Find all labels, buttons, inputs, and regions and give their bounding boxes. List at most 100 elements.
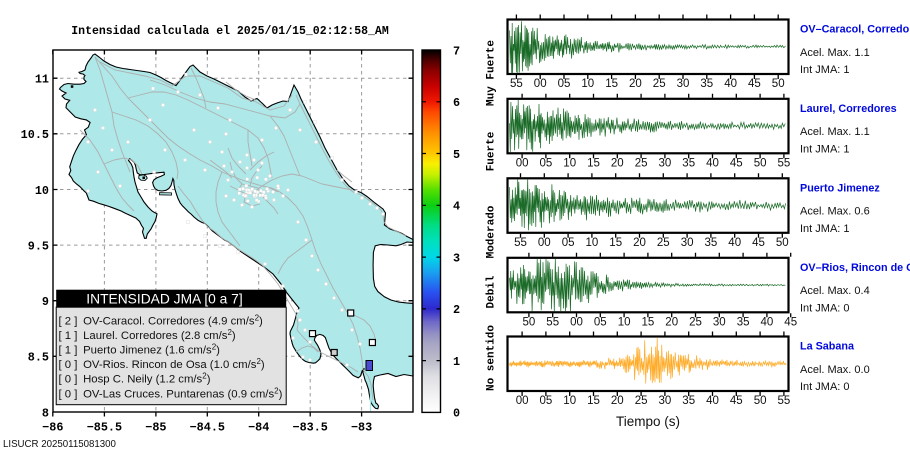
svg-text:05: 05	[540, 395, 553, 407]
svg-text:40: 40	[728, 237, 741, 249]
svg-text:10: 10	[563, 158, 576, 170]
svg-text:1: 1	[453, 355, 460, 369]
svg-text:20: 20	[611, 395, 624, 407]
svg-text:No sentido: No sentido	[486, 325, 498, 391]
svg-text:40: 40	[724, 78, 737, 90]
svg-text:45: 45	[784, 317, 797, 329]
svg-text:Acel. Max. 0.6: Acel. Max. 0.6	[800, 206, 870, 218]
svg-text:Int JMA: 1: Int JMA: 1	[800, 143, 850, 155]
svg-text:30: 30	[713, 317, 726, 329]
svg-text:45: 45	[752, 237, 765, 249]
svg-text:55: 55	[778, 395, 791, 407]
svg-text:−84.5: −84.5	[190, 420, 225, 434]
svg-text:30: 30	[659, 158, 672, 170]
svg-text:−85: −85	[145, 420, 166, 434]
svg-text:35: 35	[700, 78, 713, 90]
svg-text:10: 10	[581, 78, 594, 90]
svg-text:9.5: 9.5	[28, 239, 49, 253]
svg-text:2: 2	[453, 303, 460, 317]
svg-text:55: 55	[510, 78, 523, 90]
svg-text:3: 3	[453, 251, 460, 265]
svg-text:55: 55	[778, 158, 791, 170]
svg-text:40: 40	[706, 158, 719, 170]
svg-text:6: 6	[453, 96, 460, 110]
svg-text:15: 15	[587, 158, 600, 170]
svg-text:15: 15	[642, 317, 655, 329]
svg-text:50: 50	[523, 317, 536, 329]
svg-text:−83.5: −83.5	[292, 420, 327, 434]
svg-text:05: 05	[562, 237, 575, 249]
svg-text:20: 20	[629, 78, 642, 90]
svg-text:00: 00	[538, 237, 551, 249]
svg-text:40: 40	[761, 317, 774, 329]
svg-text:50: 50	[754, 158, 767, 170]
svg-text:INTENSIDAD JMA [0 a 7]: INTENSIDAD JMA [0 a 7]	[86, 292, 242, 307]
svg-text:10: 10	[563, 395, 576, 407]
svg-text:30: 30	[677, 78, 690, 90]
svg-text:05: 05	[558, 78, 571, 90]
svg-text:Acel. Max. 0.0: Acel. Max. 0.0	[800, 364, 870, 376]
svg-text:Fuerte: Fuerte	[486, 131, 498, 171]
svg-text:45: 45	[748, 78, 761, 90]
svg-text:30: 30	[681, 237, 694, 249]
svg-text:LISUCR 20250115081300: LISUCR 20250115081300	[3, 439, 117, 450]
svg-text:8.5: 8.5	[28, 351, 49, 365]
svg-text:50: 50	[754, 395, 767, 407]
svg-text:10: 10	[35, 184, 49, 198]
svg-text:20: 20	[665, 317, 678, 329]
svg-text:25: 25	[635, 158, 648, 170]
svg-text:55: 55	[546, 317, 559, 329]
svg-text:40: 40	[706, 395, 719, 407]
svg-text:00: 00	[570, 317, 583, 329]
svg-text:25: 25	[635, 395, 648, 407]
svg-text:25: 25	[653, 78, 666, 90]
svg-text:−83: −83	[351, 420, 372, 434]
svg-text:−85.5: −85.5	[87, 420, 122, 434]
svg-text:25: 25	[657, 237, 670, 249]
svg-text:45: 45	[730, 395, 743, 407]
svg-text:Muy Fuerte: Muy Fuerte	[486, 40, 498, 106]
svg-text:20: 20	[633, 237, 646, 249]
svg-text:0: 0	[453, 407, 460, 421]
svg-text:35: 35	[705, 237, 718, 249]
svg-text:[ 2 ] OV-Caracol. Corredores (: [ 2 ] OV-Caracol. Corredores (4.9 cm/s2)	[59, 314, 264, 328]
svg-text:11: 11	[35, 73, 49, 87]
svg-text:Acel. Max. 1.1: Acel. Max. 1.1	[800, 126, 870, 138]
svg-text:10.5: 10.5	[21, 128, 49, 142]
svg-text:05: 05	[594, 317, 607, 329]
svg-text:Acel. Max. 0.4: Acel. Max. 0.4	[800, 285, 870, 297]
svg-text:25: 25	[689, 317, 702, 329]
svg-text:Laurel, Corredores: Laurel, Corredores	[800, 103, 897, 115]
svg-text:OV–Rios, Rincon de Osa: OV–Rios, Rincon de Osa	[800, 262, 910, 274]
svg-text:OV–Caracol, Corredores: OV–Caracol, Corredores	[800, 24, 910, 36]
svg-text:[ 1 ] Laurel. Corredores (2.8: [ 1 ] Laurel. Corredores (2.8 cm/s2)	[59, 328, 236, 342]
svg-text:00: 00	[534, 78, 547, 90]
svg-text:45: 45	[730, 158, 743, 170]
svg-text:Intensidad calculada el 2025/0: Intensidad calculada el 2025/01/15_02:12…	[71, 25, 389, 38]
svg-text:[ 1 ] Puerto Jimenez (1.6 cm/s: [ 1 ] Puerto Jimenez (1.6 cm/s2)	[59, 343, 221, 357]
svg-text:−86: −86	[42, 420, 63, 434]
svg-text:50: 50	[776, 237, 789, 249]
svg-text:8: 8	[42, 406, 49, 420]
svg-text:Tiempo (s): Tiempo (s)	[616, 414, 680, 429]
svg-text:15: 15	[587, 395, 600, 407]
svg-text:05: 05	[540, 158, 553, 170]
svg-text:9: 9	[42, 295, 49, 309]
svg-text:[ 0 ] OV-Rios. Rincon de Osa (: [ 0 ] OV-Rios. Rincon de Osa (1.0 cm/s2)	[59, 357, 265, 371]
svg-text:35: 35	[682, 395, 695, 407]
svg-text:20: 20	[611, 158, 624, 170]
svg-text:50: 50	[772, 78, 785, 90]
svg-text:5: 5	[453, 148, 460, 162]
svg-text:7: 7	[453, 44, 460, 58]
svg-text:55: 55	[514, 237, 527, 249]
svg-text:[ 0 ] OV-Las Cruces. Puntarena: [ 0 ] OV-Las Cruces. Puntarenas (0.9 cm/…	[59, 386, 283, 400]
svg-text:35: 35	[682, 158, 695, 170]
svg-text:[ 0 ] Hosp C. Neily (1.2 cm/s2: [ 0 ] Hosp C. Neily (1.2 cm/s2)	[59, 372, 211, 386]
svg-text:10: 10	[618, 317, 631, 329]
svg-text:Puerto Jimenez: Puerto Jimenez	[800, 182, 880, 194]
svg-text:Int JMA: 1: Int JMA: 1	[800, 223, 850, 235]
svg-text:00: 00	[516, 395, 529, 407]
svg-text:Moderado: Moderado	[486, 205, 498, 258]
svg-text:10: 10	[586, 237, 599, 249]
svg-text:Debil: Debil	[486, 275, 498, 308]
